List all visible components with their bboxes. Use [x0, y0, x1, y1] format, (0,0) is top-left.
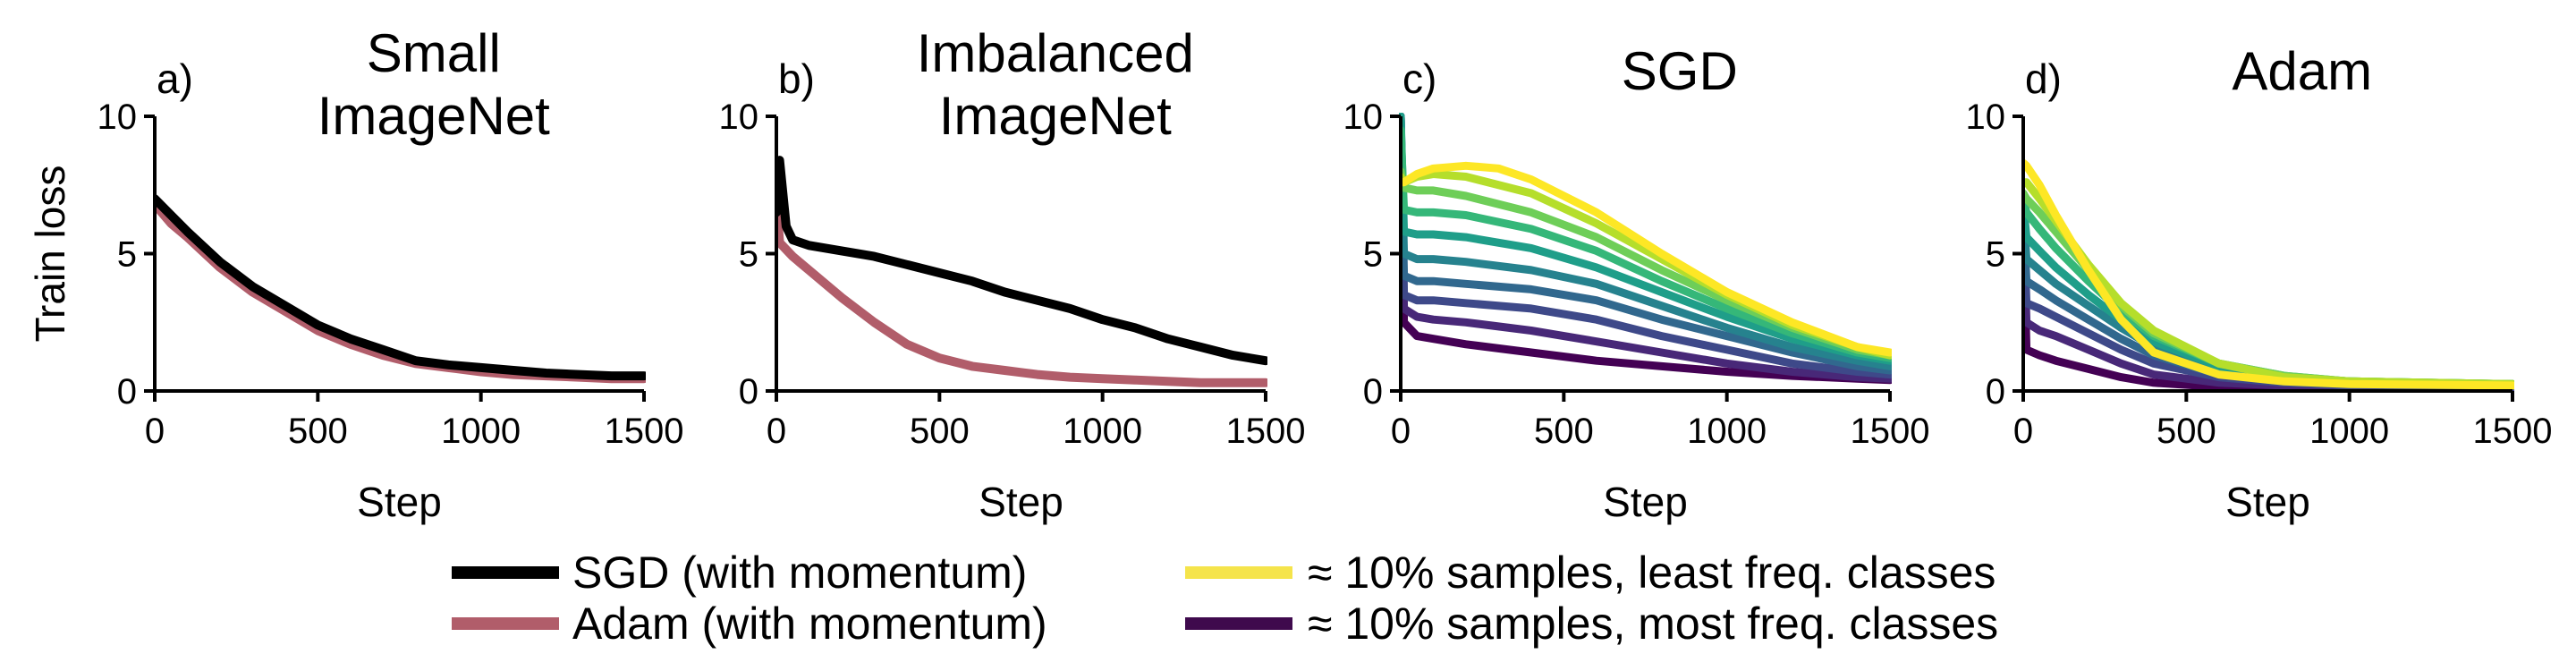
y-tick-label: 10 [1343, 98, 1384, 137]
y-tick-label: 5 [739, 235, 758, 275]
y-tick-label: 0 [1986, 372, 2005, 412]
legend-label-least: ≈ 10% samples, least freq. classes [1308, 548, 1996, 598]
panel-letter: b) [778, 55, 815, 102]
x-tick-label: 1000 [2309, 412, 2389, 451]
series-line-3 [1399, 113, 1892, 379]
x-tick-label: 0 [2013, 412, 2033, 451]
panel-title: SGD [1622, 41, 1738, 101]
series-line-6 [1399, 113, 1892, 365]
x-axis-label: Step [357, 479, 442, 525]
x-axis-label: Step [1603, 479, 1688, 525]
panel-letter: d) [2025, 55, 2062, 102]
x-axis-label: Step [979, 479, 1063, 525]
x-tick-label: 1000 [1687, 412, 1767, 451]
series-line-4 [1399, 113, 1892, 375]
legend-label-most: ≈ 10% samples, most freq. classes [1308, 599, 1998, 649]
x-tick-label: 0 [1391, 412, 1411, 451]
x-tick-label: 1500 [1226, 412, 1306, 451]
series-group [2021, 158, 2514, 391]
x-axis-label: Step [2225, 479, 2310, 525]
x-tick-label: 0 [145, 412, 165, 451]
series-line-7 [1399, 125, 1892, 362]
series-group [153, 194, 646, 384]
series-line-1 [775, 194, 1267, 387]
series-line-2 [153, 194, 646, 381]
series-line-5 [1399, 113, 1892, 370]
panel-letter: a) [157, 55, 193, 102]
panel-title: Small [367, 23, 501, 83]
panel-c: 0 500 1000 1500 0 5 10 Step c) SGD [1343, 41, 1930, 525]
x-tick-label: 1500 [1851, 412, 1930, 451]
x-tick-label: 0 [767, 412, 786, 451]
x-tick-label: 1500 [605, 412, 684, 451]
panel-title: ImageNet [318, 86, 550, 146]
series-line-10 [2021, 158, 2514, 390]
panel-a: 0 500 1000 1500 0 5 10 Step Train loss a) SmallIma… [27, 23, 683, 525]
y-tick-label: 0 [739, 372, 758, 412]
y-tick-label: 10 [97, 98, 138, 137]
legend-label-sgd: SGD (with momentum) [572, 548, 1027, 598]
x-tick-label: 1500 [2473, 412, 2553, 451]
legend: SGD (with momentum) Adam (with momentum)… [452, 548, 1998, 649]
y-axis-label: Train loss [27, 166, 73, 343]
series-group [775, 156, 1267, 387]
series-line-2 [1399, 113, 1892, 383]
y-tick-label: 0 [1363, 372, 1383, 412]
y-tick-label: 5 [1986, 235, 2005, 275]
series-group [1399, 113, 1892, 385]
y-tick-label: 10 [1966, 98, 2006, 137]
legend-label-adam: Adam (with momentum) [572, 599, 1047, 649]
x-tick-label: 500 [1534, 412, 1594, 451]
y-tick-label: 5 [117, 235, 137, 275]
x-tick-label: 500 [288, 412, 348, 451]
y-tick-label: 10 [719, 98, 759, 137]
x-tick-label: 500 [2157, 412, 2216, 451]
panel-letter: c) [1402, 55, 1436, 102]
panel-title: Imbalanced [917, 23, 1194, 83]
panel-title: ImageNet [939, 86, 1172, 146]
x-tick-label: 1000 [1063, 412, 1142, 451]
panel-d: 0 500 1000 1500 0 5 10 Step d) Adam [1966, 41, 2553, 525]
series-line-10 [1399, 161, 1892, 357]
x-tick-label: 1000 [441, 412, 521, 451]
panel-title: Adam [2232, 41, 2372, 101]
y-tick-label: 5 [1363, 235, 1383, 275]
series-line-2 [775, 156, 1267, 366]
y-tick-label: 0 [117, 372, 137, 412]
x-tick-label: 500 [910, 412, 970, 451]
